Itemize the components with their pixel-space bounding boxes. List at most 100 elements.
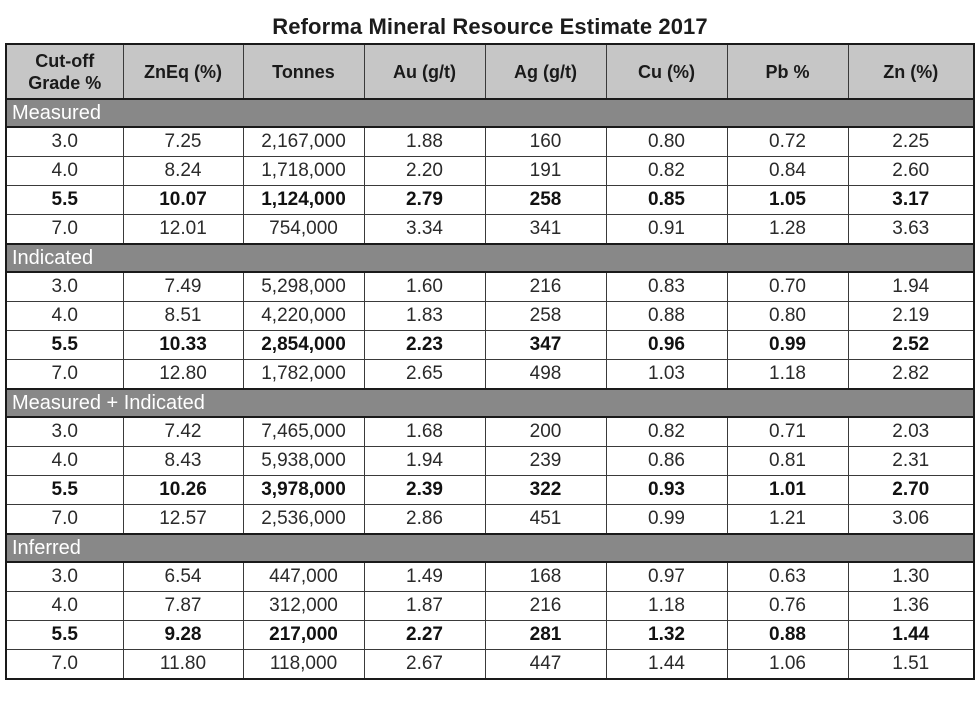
column-header-zneq: ZnEq (%) [122, 43, 244, 100]
table-cell: 2.39 [363, 475, 486, 505]
table-cell: 216 [484, 591, 607, 621]
table-title: Reforma Mineral Resource Estimate 2017 [272, 14, 708, 39]
table-cell: 1.30 [847, 561, 975, 592]
table-row: 5.5 9.28 217,000 2.27 281 1.32 0.88 1.44 [5, 620, 975, 650]
table-cell: 2.67 [363, 649, 486, 680]
table-cell: 2.65 [363, 359, 486, 390]
table-cell: 7.0 [5, 504, 124, 535]
table-row: 4.0 8.51 4,220,000 1.83 258 0.88 0.80 2.19 [5, 301, 975, 331]
header-row: Cut-off Grade % ZnEq (%) Tonnes Au (g/t)… [5, 43, 975, 100]
table-cell: 7.0 [5, 649, 124, 680]
table-cell: 0.97 [605, 561, 728, 592]
table-cell: 12.80 [122, 359, 244, 390]
table-cell: 447 [484, 649, 607, 680]
table-cell: 2.31 [847, 446, 975, 476]
table-cell: 1.18 [726, 359, 849, 390]
table-body: Measured 3.0 7.25 2,167,000 1.88 160 0.80 0.72 2… [5, 98, 975, 680]
table-cell: 0.84 [726, 156, 849, 186]
table-cell: 1,782,000 [242, 359, 365, 390]
table-cell: 0.99 [605, 504, 728, 535]
table-cell: 1.36 [847, 591, 975, 621]
section-label: Indicated [6, 243, 974, 273]
table-cell: 8.43 [122, 446, 244, 476]
table-cell: 2.86 [363, 504, 486, 535]
table-cell: 160 [484, 126, 607, 157]
table-cell: 5.5 [5, 475, 124, 505]
table-cell: 0.81 [726, 446, 849, 476]
table-cell: 5,298,000 [242, 271, 365, 302]
table-cell: 3.63 [847, 214, 975, 245]
column-header-au: Au (g/t) [363, 43, 486, 100]
table-cell: 0.71 [726, 416, 849, 447]
table-cell: 1.68 [363, 416, 486, 447]
table-cell: 1.18 [605, 591, 728, 621]
table-cell: 1.83 [363, 301, 486, 331]
table-cell: 0.82 [605, 416, 728, 447]
table-cell: 0.96 [605, 330, 728, 360]
table-cell: 1.06 [726, 649, 849, 680]
table-cell: 451 [484, 504, 607, 535]
resource-table: Cut-off Grade % ZnEq (%) Tonnes Au (g/t)… [5, 43, 975, 680]
table-cell: 0.76 [726, 591, 849, 621]
table-cell: 3.0 [5, 416, 124, 447]
table-cell: 0.82 [605, 156, 728, 186]
table-cell: 0.93 [605, 475, 728, 505]
table-cell: 0.83 [605, 271, 728, 302]
table-row: 4.0 8.43 5,938,000 1.94 239 0.86 0.81 2.31 [5, 446, 975, 476]
section-label: Measured + Indicated [6, 388, 974, 418]
table-cell: 2,536,000 [242, 504, 365, 535]
table-cell: 12.57 [122, 504, 244, 535]
table-cell: 347 [484, 330, 607, 360]
table-cell: 0.72 [726, 126, 849, 157]
table-row: 4.0 8.24 1,718,000 2.20 191 0.82 0.84 2.60 [5, 156, 975, 186]
table-cell: 1.03 [605, 359, 728, 390]
table-cell: 0.91 [605, 214, 728, 245]
table-cell: 2.19 [847, 301, 975, 331]
table-cell: 2.82 [847, 359, 975, 390]
table-row: 7.0 12.80 1,782,000 2.65 498 1.03 1.18 2.82 [5, 359, 975, 390]
table-cell: 258 [484, 185, 607, 215]
table-cell: 1.94 [847, 271, 975, 302]
table-cell: 0.80 [726, 301, 849, 331]
table-cell: 1.32 [605, 620, 728, 650]
table-cell: 216 [484, 271, 607, 302]
table-cell: 118,000 [242, 649, 365, 680]
table-cell: 2.27 [363, 620, 486, 650]
table-cell: 3.34 [363, 214, 486, 245]
table-cell: 1.87 [363, 591, 486, 621]
table-cell: 10.33 [122, 330, 244, 360]
table-row: 7.0 12.01 754,000 3.34 341 0.91 1.28 3.63 [5, 214, 975, 245]
table-cell: 10.26 [122, 475, 244, 505]
table-cell: 2.23 [363, 330, 486, 360]
table-cell: 1.44 [847, 620, 975, 650]
table-cell: 8.51 [122, 301, 244, 331]
table-cell: 1,124,000 [242, 185, 365, 215]
table-cell: 312,000 [242, 591, 365, 621]
section-header-row: Measured [6, 98, 974, 128]
column-header-cutoff-grade: Cut-off Grade % [5, 43, 124, 100]
table-cell: 9.28 [122, 620, 244, 650]
table-row: 3.0 7.42 7,465,000 1.68 200 0.82 0.71 2.03 [5, 416, 975, 447]
table-cell: 7.25 [122, 126, 244, 157]
table-cell: 0.86 [605, 446, 728, 476]
table-cell: 1.60 [363, 271, 486, 302]
table-cell: 2.70 [847, 475, 975, 505]
table-cell: 3.06 [847, 504, 975, 535]
table-row: 7.0 12.57 2,536,000 2.86 451 0.99 1.21 3.06 [5, 504, 975, 535]
table-cell: 4.0 [5, 301, 124, 331]
table-row: 3.0 7.49 5,298,000 1.60 216 0.83 0.70 1.94 [5, 271, 975, 302]
table-cell: 1.51 [847, 649, 975, 680]
table-row: 5.5 10.33 2,854,000 2.23 347 0.96 0.99 2.52 [5, 330, 975, 360]
table-cell: 10.07 [122, 185, 244, 215]
table-cell: 2.20 [363, 156, 486, 186]
table-cell: 5,938,000 [242, 446, 365, 476]
table-cell: 0.70 [726, 271, 849, 302]
table-cell: 2,854,000 [242, 330, 365, 360]
table-cell: 341 [484, 214, 607, 245]
table-cell: 2.03 [847, 416, 975, 447]
table-cell: 3.0 [5, 561, 124, 592]
table-cell: 447,000 [242, 561, 365, 592]
table-cell: 7.42 [122, 416, 244, 447]
table-cell: 7.87 [122, 591, 244, 621]
table-cell: 7.49 [122, 271, 244, 302]
